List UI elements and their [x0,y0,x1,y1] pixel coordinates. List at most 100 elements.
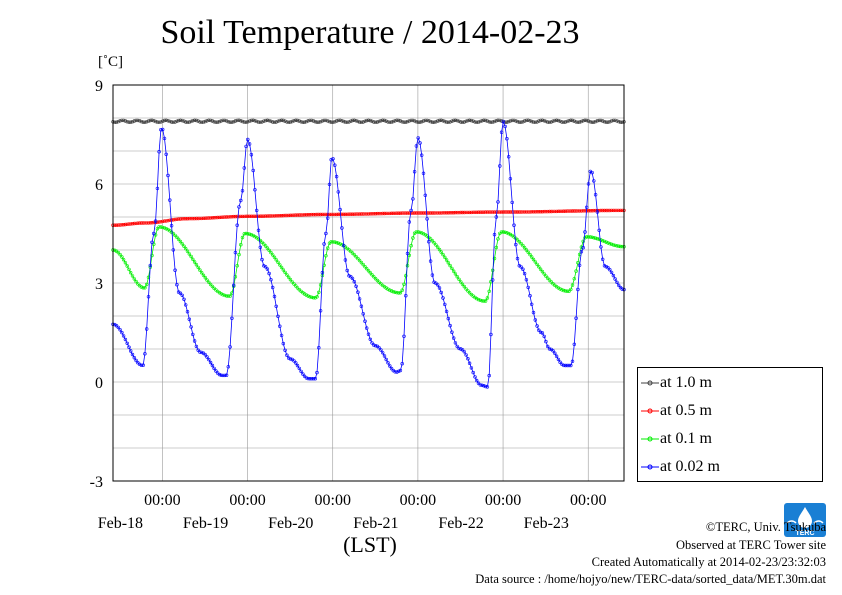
data-point [287,120,291,125]
data-point [570,118,575,123]
data-point [524,118,529,123]
chart-title: Soil Temperature / 2014-02-23 [160,14,580,51]
data-point [262,119,266,123]
data-point [196,119,200,123]
data-point [345,120,349,125]
data-point [586,119,591,123]
data-point [349,119,353,123]
data-point [120,118,124,123]
data-point [207,118,211,123]
data-point [116,119,121,124]
data-point [278,214,282,218]
series-at-0-02-m [111,119,626,389]
data-point [322,118,326,123]
data-point [483,210,488,214]
data-point [279,118,284,123]
data-point [288,213,293,218]
data-point [301,372,305,376]
data-point [244,231,248,236]
data-point [434,281,438,285]
data-point [343,120,348,124]
data-point [310,377,314,381]
data-point [237,118,241,123]
data-point [551,349,555,353]
data-point [125,264,129,268]
data-point [166,218,170,223]
data-point [288,277,293,282]
data-point [232,283,236,287]
data-point [576,209,580,213]
data-point [239,119,243,123]
data-point [240,119,245,124]
data-point [489,120,493,125]
data-point [393,211,397,216]
data-point [182,217,186,221]
data-point [421,211,426,215]
data-point [178,291,183,295]
data-point [581,118,585,123]
data-point [439,118,443,123]
data-point [143,352,147,356]
data-point [402,282,406,286]
data-point [379,118,383,123]
plot-frame [112,84,625,482]
data-point [237,205,241,209]
legend: at 1.0 m at 0.5 m at 0.1 m at 0.02 m [637,367,823,482]
data-point [508,210,513,214]
data-point [207,280,211,284]
data-point [322,212,326,217]
data-point [299,120,303,124]
data-point [373,120,378,125]
data-point [485,210,490,214]
data-point [134,358,138,363]
data-point [611,118,616,123]
data-point [242,166,247,170]
data-point [157,220,161,224]
data-point [577,120,582,124]
data-point [148,221,153,225]
data-point [223,118,227,123]
data-point [274,214,278,218]
data-point [572,342,576,346]
data-point [171,120,176,125]
data-point [226,215,231,219]
data-point [235,223,239,227]
data-point [347,274,351,278]
data-point [216,120,220,124]
data-point [176,217,181,221]
data-point [304,376,309,380]
data-point [274,258,278,262]
data-point [584,235,589,239]
data-point [608,268,612,272]
data-point [187,120,192,124]
data-point [310,118,314,123]
data-point [121,223,126,227]
data-point [563,363,568,368]
data-point [602,264,607,268]
data-point [361,212,365,216]
data-point [567,209,571,213]
data-point [395,290,399,295]
data-point [253,188,257,192]
data-point [540,331,545,335]
data-point [459,347,463,351]
data-point [334,119,339,123]
data-point [400,211,404,215]
series-group [111,118,626,389]
data-point [377,346,381,350]
data-point [315,370,319,375]
data-point [547,120,552,125]
data-point [467,361,472,365]
data-point [404,274,408,278]
legend-label: at 1.0 m [660,374,712,391]
data-point [244,144,248,149]
data-point [388,364,392,368]
data-point [505,231,509,235]
data-point [232,214,236,219]
data-point [260,120,264,124]
data-point [404,211,408,215]
data-point [560,288,564,292]
legend-marker-icon [641,464,659,470]
data-point [391,290,395,294]
data-point [129,349,133,353]
